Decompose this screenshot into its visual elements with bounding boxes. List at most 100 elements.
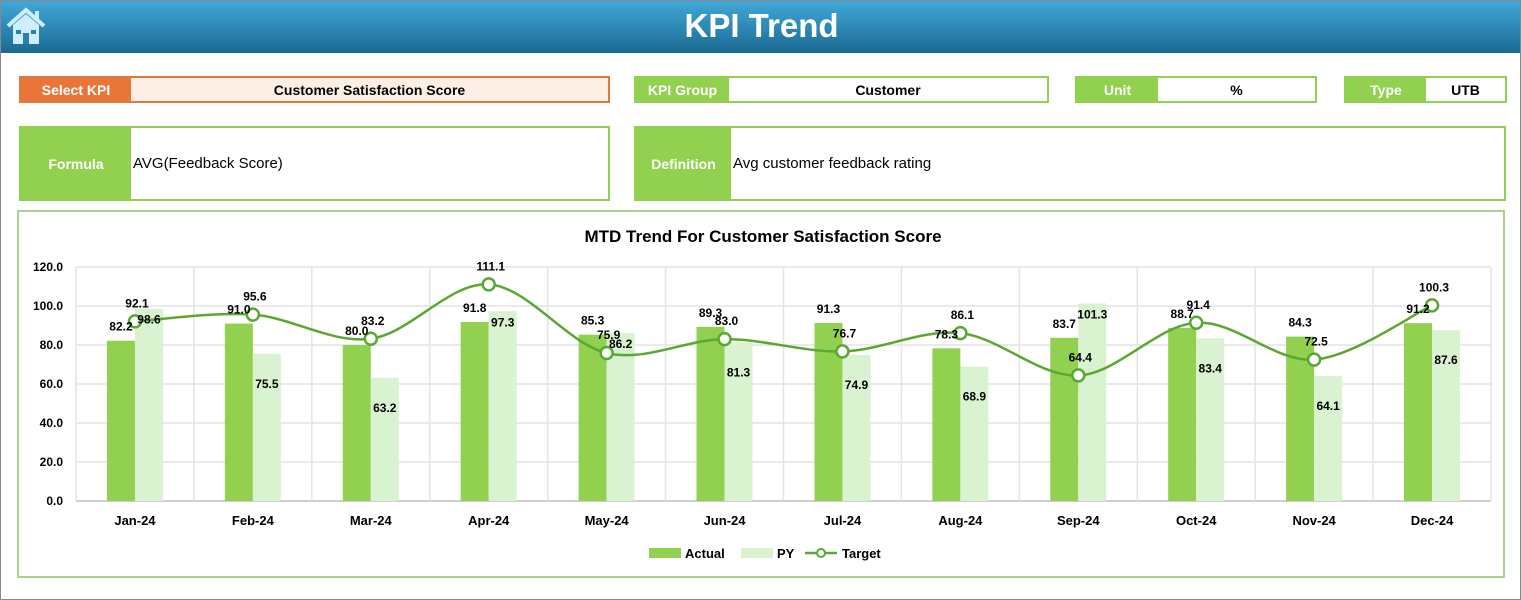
- x-tick-label: Nov-24: [1292, 513, 1336, 528]
- target-data-label: 100.3: [1419, 280, 1449, 294]
- x-tick-label: Oct-24: [1176, 513, 1217, 528]
- actual-data-label: 78.3: [935, 327, 959, 341]
- type-value: UTB: [1426, 78, 1505, 101]
- definition-value: Avg customer feedback rating: [731, 128, 1504, 199]
- kpi-group-value: Customer: [729, 78, 1047, 101]
- legend-actual: Actual: [685, 546, 725, 561]
- y-tick-label: 20.0: [40, 455, 64, 469]
- py-data-label: 74.9: [845, 378, 869, 392]
- legend-py-swatch: [741, 548, 773, 558]
- bar-py: [960, 366, 989, 501]
- x-tick-label: May-24: [585, 513, 630, 528]
- target-marker: [363, 331, 379, 347]
- py-data-label: 97.3: [491, 315, 515, 329]
- unit-label: Unit: [1077, 78, 1158, 101]
- target-marker: [245, 307, 261, 322]
- target-marker: [1424, 298, 1440, 313]
- bar-py: [724, 342, 753, 501]
- legend-target: Target: [842, 546, 881, 561]
- bar-actual: [1050, 337, 1079, 501]
- bar-py: [842, 354, 871, 501]
- target-marker: [1188, 315, 1204, 331]
- actual-data-label: 84.3: [1288, 316, 1312, 330]
- formula-value: AVG(Feedback Score): [131, 128, 608, 199]
- bar-actual: [578, 334, 607, 501]
- py-data-label: 86.2: [609, 337, 633, 351]
- py-data-label: 81.3: [727, 365, 751, 379]
- target-marker: [1071, 368, 1086, 383]
- actual-data-label: 85.3: [581, 314, 605, 328]
- legend-actual-swatch: [649, 548, 681, 558]
- header-bar: KPI Trend: [1, 1, 1520, 53]
- x-tick-label: Aug-24: [938, 513, 983, 528]
- x-tick-label: Dec-24: [1411, 513, 1454, 528]
- target-data-label: 76.7: [833, 326, 857, 340]
- x-tick-label: Jul-24: [824, 513, 862, 528]
- py-data-label: 83.4: [1199, 361, 1223, 375]
- select-kpi-dropdown[interactable]: Customer Satisfaction Score: [131, 78, 608, 101]
- kpi-group-label: KPI Group: [636, 78, 729, 101]
- type-field: Type UTB: [1344, 76, 1507, 103]
- bar-py: [1432, 330, 1461, 501]
- actual-data-label: 83.7: [1053, 317, 1077, 331]
- py-data-label: 63.2: [373, 401, 397, 415]
- bar-py: [488, 311, 517, 501]
- legend: Actual PY Target: [649, 546, 881, 561]
- target-data-label: 91.4: [1187, 298, 1211, 312]
- actual-data-label: 89.3: [699, 306, 723, 320]
- py-data-label: 87.6: [1434, 353, 1458, 367]
- x-tick-label: Sep-24: [1057, 513, 1100, 528]
- x-tick-label: Apr-24: [468, 513, 510, 528]
- target-marker: [953, 325, 968, 341]
- formula-label: Formula: [21, 128, 131, 199]
- type-label: Type: [1346, 78, 1426, 101]
- py-data-label: 101.3: [1077, 307, 1107, 321]
- bar-actual: [106, 340, 135, 501]
- bar-py: [134, 308, 163, 501]
- target-marker: [717, 331, 732, 347]
- chart-container: [17, 210, 1505, 578]
- x-tick-label: Jun-24: [704, 513, 747, 528]
- bar-actual: [696, 326, 725, 501]
- bar-py: [370, 377, 399, 501]
- target-marker: [1306, 352, 1322, 367]
- x-tick-label: Feb-24: [232, 513, 275, 528]
- bar-actual: [1168, 328, 1197, 501]
- bar-py: [606, 332, 635, 501]
- bar-py: [1196, 338, 1225, 501]
- actual-data-label: 82.2: [109, 320, 133, 334]
- kpi-group-field: KPI Group Customer: [634, 76, 1049, 103]
- y-tick-label: 0.0: [46, 494, 63, 508]
- bar-actual: [1404, 323, 1433, 501]
- definition-field: Definition Avg customer feedback rating: [634, 126, 1506, 201]
- py-data-label: 75.5: [255, 377, 279, 391]
- unit-field: Unit %: [1075, 76, 1317, 103]
- py-data-label: 68.9: [963, 390, 987, 404]
- target-data-label: 64.4: [1069, 350, 1093, 364]
- actual-data-label: 80.0: [345, 324, 369, 338]
- x-tick-label: Mar-24: [350, 513, 393, 528]
- legend-target-marker: [816, 548, 826, 558]
- select-kpi-field[interactable]: Select KPI Customer Satisfaction Score: [19, 76, 610, 103]
- unit-value: %: [1158, 78, 1315, 101]
- y-tick-label: 120.0: [33, 260, 63, 274]
- actual-data-label: 91.3: [817, 302, 841, 316]
- target-data-label: 83.2: [361, 314, 385, 328]
- target-data-label: 95.6: [243, 290, 267, 304]
- actual-data-label: 88.7: [1171, 307, 1195, 321]
- actual-data-label: 91.2: [1406, 302, 1430, 316]
- bar-actual: [932, 348, 961, 501]
- target-marker: [599, 345, 614, 361]
- home-icon[interactable]: [5, 7, 47, 45]
- actual-data-label: 91.0: [227, 303, 251, 317]
- formula-field: Formula AVG(Feedback Score): [19, 126, 610, 201]
- target-data-label: 111.1: [476, 259, 505, 273]
- target-marker: [481, 277, 496, 292]
- bar-actual: [224, 323, 253, 501]
- target-data-label: 92.1: [125, 296, 149, 310]
- y-tick-label: 40.0: [40, 416, 64, 430]
- bar-py: [1078, 303, 1107, 501]
- page-title: KPI Trend: [684, 7, 839, 44]
